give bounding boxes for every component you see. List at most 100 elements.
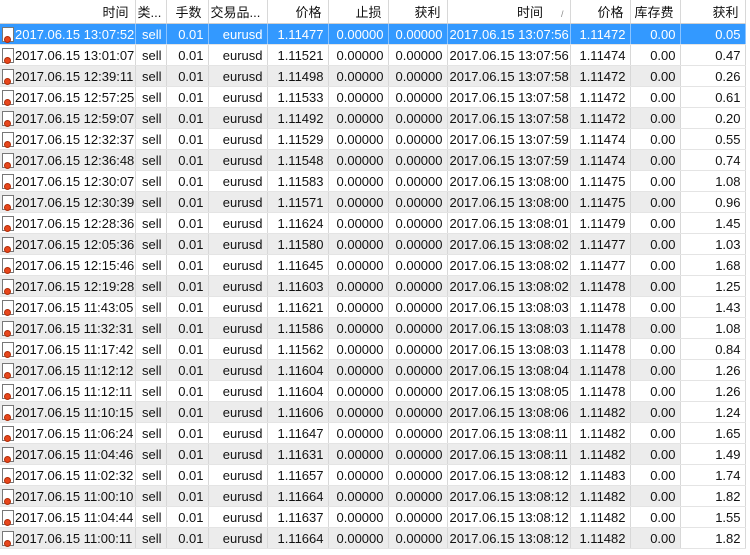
cell-open-price: 1.11664 — [267, 527, 329, 549]
cell-value: 1.11533 — [277, 89, 324, 105]
table-row[interactable]: 2017.06.15 12:36:48 sell 0.01 eurusd 1.11548… — [0, 149, 746, 171]
cell-take-profit: 0.00000 — [388, 296, 448, 318]
column-header-type[interactable]: 类... — [135, 0, 167, 24]
cell-lots: 0.01 — [166, 128, 209, 150]
column-header-profit[interactable]: 获利 — [680, 0, 746, 24]
cell-swap: 0.00 — [630, 191, 681, 213]
cell-close-price: 1.11482 — [570, 443, 631, 465]
table-row[interactable]: 2017.06.15 12:39:11 sell 0.01 eurusd 1.11498… — [0, 65, 746, 87]
cell-value: 1.11477 — [277, 26, 324, 42]
cell-value: sell — [141, 236, 162, 252]
cell-value: 0.00000 — [395, 341, 443, 357]
table-row[interactable]: 2017.06.15 12:15:46 sell 0.01 eurusd 1.11645… — [0, 254, 746, 276]
column-header-label: 价格 — [597, 5, 624, 20]
table-row[interactable]: 2017.06.15 11:06:24 sell 0.01 eurusd 1.11647… — [0, 422, 746, 444]
column-header-close-time[interactable]: 时间 / — [447, 0, 571, 24]
table-row[interactable]: 2017.06.15 11:00:11 sell 0.01 eurusd 1.11664… — [0, 527, 746, 549]
cell-open-time: 2017.06.15 12:59:07 — [0, 107, 136, 129]
cell-value: 0.00 — [650, 404, 676, 420]
table-row[interactable]: 2017.06.15 11:12:12 sell 0.01 eurusd 1.11604… — [0, 359, 746, 381]
cell-take-profit: 0.00000 — [388, 233, 448, 255]
column-header-swap[interactable]: 库存费 — [630, 0, 681, 24]
cell-value: 2017.06.15 13:08:12 — [449, 488, 569, 504]
cell-value: 0.00 — [650, 509, 676, 525]
table-row[interactable]: 2017.06.15 12:05:36 sell 0.01 eurusd 1.11580… — [0, 233, 746, 255]
cell-swap: 0.00 — [630, 65, 681, 87]
cell-type: sell — [135, 359, 167, 381]
table-row[interactable]: 2017.06.15 12:32:37 sell 0.01 eurusd 1.11529… — [0, 128, 746, 150]
cell-swap: 0.00 — [630, 296, 681, 318]
cell-open-time: 2017.06.15 11:12:11 — [0, 380, 136, 402]
table-row[interactable]: 2017.06.15 13:01:07 sell 0.01 eurusd 1.11521… — [0, 44, 746, 66]
cell-value: 1.11474 — [579, 152, 626, 168]
cell-value: 0.00000 — [336, 257, 384, 273]
cell-value: 2017.06.15 13:07:59 — [449, 131, 569, 147]
cell-value: 1.11631 — [277, 446, 324, 462]
table-row[interactable]: 2017.06.15 11:10:15 sell 0.01 eurusd 1.11606… — [0, 401, 746, 423]
cell-stop-loss: 0.00000 — [328, 23, 389, 45]
cell-open-price: 1.11529 — [267, 128, 329, 150]
cell-value: sell — [141, 530, 162, 546]
cell-value: 0.00 — [650, 362, 676, 378]
column-header-open-price[interactable]: 价格 — [267, 0, 329, 24]
cell-value: 2017.06.15 13:08:02 — [449, 236, 569, 252]
cell-open-time: 2017.06.15 12:30:39 — [0, 191, 136, 213]
column-header-take-profit[interactable]: 获利 — [388, 0, 448, 24]
cell-value: 0.01 — [178, 110, 204, 126]
cell-open-time: 2017.06.15 12:39:11 — [0, 65, 136, 87]
cell-type: sell — [135, 65, 167, 87]
table-row[interactable]: 2017.06.15 11:32:31 sell 0.01 eurusd 1.11586… — [0, 317, 746, 339]
cell-value: 1.11478 — [579, 299, 626, 315]
cell-swap: 0.00 — [630, 317, 681, 339]
cell-value: 1.08 — [715, 320, 741, 336]
column-header-label: 时间 — [516, 5, 543, 20]
cell-stop-loss: 0.00000 — [328, 128, 389, 150]
cell-profit: 1.26 — [680, 359, 746, 381]
column-header-stop-loss[interactable]: 止损 — [328, 0, 389, 24]
cell-close-time: 2017.06.15 13:08:02 — [447, 275, 571, 297]
cell-lots: 0.01 — [166, 212, 209, 234]
table-row[interactable]: 2017.06.15 11:02:32 sell 0.01 eurusd 1.11657… — [0, 464, 746, 486]
cell-value: 0.00000 — [336, 530, 384, 546]
table-row[interactable]: 2017.06.15 12:28:36 sell 0.01 eurusd 1.11624… — [0, 212, 746, 234]
cell-close-time: 2017.06.15 13:07:58 — [447, 86, 571, 108]
cell-lots: 0.01 — [166, 485, 209, 507]
cell-value: 1.11483 — [579, 467, 626, 483]
cell-value: sell — [141, 467, 162, 483]
cell-value: 0.00000 — [395, 488, 443, 504]
cell-close-time: 2017.06.15 13:08:03 — [447, 338, 571, 360]
cell-value: 0.00 — [650, 488, 676, 504]
table-row[interactable]: 2017.06.15 11:04:46 sell 0.01 eurusd 1.11631… — [0, 443, 746, 465]
table-row[interactable]: 2017.06.15 11:12:11 sell 0.01 eurusd 1.11604… — [0, 380, 746, 402]
cell-value: 0.00000 — [336, 26, 384, 42]
cell-close-time: 2017.06.15 13:08:02 — [447, 254, 571, 276]
column-header-open-time[interactable]: 时间 — [0, 0, 136, 24]
cell-value: 1.24 — [715, 404, 741, 420]
cell-stop-loss: 0.00000 — [328, 107, 389, 129]
column-header-close-price[interactable]: 价格 — [570, 0, 631, 24]
table-row[interactable]: 2017.06.15 11:17:42 sell 0.01 eurusd 1.11562… — [0, 338, 746, 360]
cell-swap: 0.00 — [630, 86, 681, 108]
cell-take-profit: 0.00000 — [388, 464, 448, 486]
cell-type: sell — [135, 464, 167, 486]
cell-close-price: 1.11472 — [570, 23, 631, 45]
column-header-lots[interactable]: 手数 — [166, 0, 209, 24]
cell-value: 2017.06.15 12:19:28 — [15, 278, 135, 294]
table-row[interactable]: 2017.06.15 12:57:25 sell 0.01 eurusd 1.11533… — [0, 86, 746, 108]
table-row[interactable]: 2017.06.15 12:19:28 sell 0.01 eurusd 1.11603… — [0, 275, 746, 297]
cell-value: 1.55 — [715, 509, 741, 525]
table-row[interactable]: 2017.06.15 11:04:44 sell 0.01 eurusd 1.11637… — [0, 506, 746, 528]
table-row[interactable]: 2017.06.15 13:07:52 sell 0.01 eurusd 1.11477… — [0, 23, 746, 45]
table-row[interactable]: 2017.06.15 11:43:05 sell 0.01 eurusd 1.11621… — [0, 296, 746, 318]
cell-value: 1.11586 — [277, 320, 324, 336]
table-row[interactable]: 2017.06.15 12:30:07 sell 0.01 eurusd 1.11583… — [0, 170, 746, 192]
table-row[interactable]: 2017.06.15 12:30:39 sell 0.01 eurusd 1.11571… — [0, 191, 746, 213]
table-row[interactable]: 2017.06.15 12:59:07 sell 0.01 eurusd 1.11492… — [0, 107, 746, 129]
cell-value: 1.82 — [715, 530, 741, 546]
cell-stop-loss: 0.00000 — [328, 212, 389, 234]
column-header-symbol[interactable]: 交易品... — [208, 0, 268, 24]
cell-value: 2017.06.15 12:32:37 — [15, 131, 135, 147]
cell-value: eurusd — [222, 278, 263, 294]
table-row[interactable]: 2017.06.15 11:00:10 sell 0.01 eurusd 1.11664… — [0, 485, 746, 507]
cell-profit: 0.05 — [680, 23, 746, 45]
